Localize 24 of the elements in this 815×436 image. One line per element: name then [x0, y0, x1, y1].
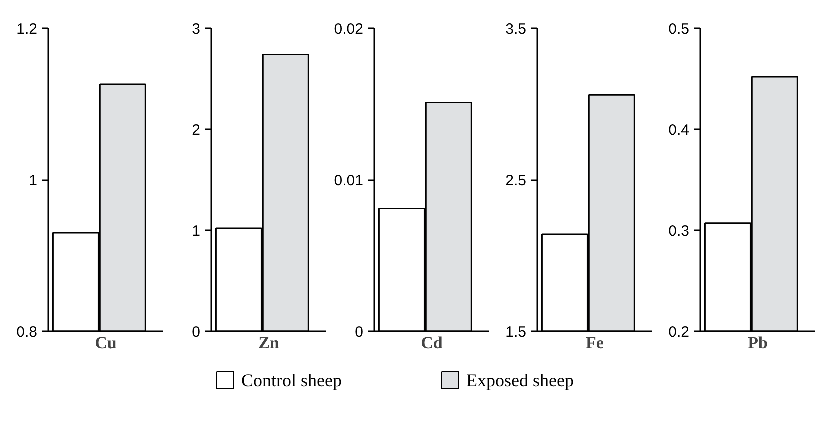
y-tick-label: 0.3: [668, 223, 690, 240]
y-tick-label: 0.01: [334, 172, 364, 190]
y-tick-label: 1.2: [16, 21, 38, 38]
y-tick-label: 0.5: [668, 21, 690, 38]
y-tick-label: 0.2: [668, 324, 690, 341]
y-tick-label: 0.02: [334, 21, 364, 38]
x-axis-title: Fe: [586, 334, 604, 352]
y-tick-label: 2.5: [506, 172, 527, 190]
y-tick-label: 3.5: [506, 21, 527, 38]
x-axis-title: Zn: [258, 334, 280, 352]
legend-label: Exposed sheep: [466, 370, 574, 390]
y-tick-label: 3: [192, 21, 200, 38]
y-tick-label: 1: [29, 172, 38, 190]
x-axis-title: Cu: [95, 334, 117, 352]
legend-label: Control sheep: [242, 370, 342, 390]
y-tick-label: 0.4: [668, 122, 690, 139]
y-tick-label: 1.5: [506, 324, 527, 341]
y-tick-label: 0.8: [16, 324, 38, 341]
y-tick-label: 2: [192, 122, 200, 139]
y-tick-label: 1: [192, 223, 200, 240]
y-tick-label: 0: [355, 324, 364, 341]
x-axis-title: Cd: [421, 334, 444, 352]
x-axis-title: Pb: [748, 334, 768, 352]
y-tick-label: 0: [192, 324, 200, 341]
